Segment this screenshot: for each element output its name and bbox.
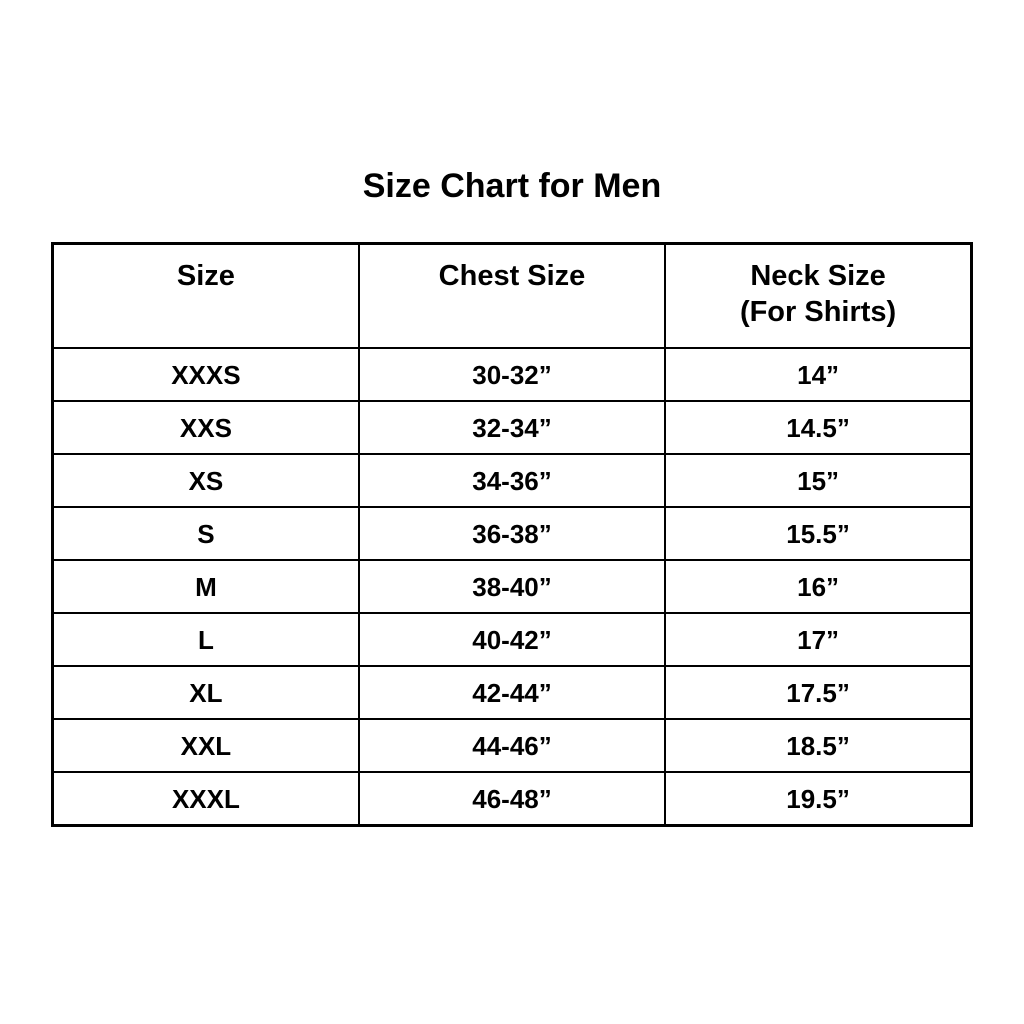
size-cell: XS — [51, 453, 360, 508]
chest-size-cell: 44-46” — [357, 718, 667, 773]
size-cell: M — [51, 559, 360, 614]
column-header-chest: Chest Size — [357, 242, 667, 349]
neck-size-cell: 15.5” — [664, 506, 973, 561]
size-cell: XXS — [51, 400, 360, 455]
table-row: S 36-38” 15.5” — [51, 506, 973, 561]
table-row: XXXS 30-32” 14” — [51, 347, 973, 402]
table-row: XXL 44-46” 18.5” — [51, 718, 973, 773]
column-header-neck-sublabel: (For Shirts) — [739, 296, 897, 328]
page-title: Size Chart for Men — [362, 167, 662, 205]
table-row: XL 42-44” 17.5” — [51, 665, 973, 720]
chest-size-cell: 40-42” — [357, 612, 667, 667]
neck-size-cell: 14.5” — [664, 400, 973, 455]
size-cell: XXXS — [51, 347, 360, 402]
neck-size-cell: 14” — [664, 347, 973, 402]
column-header-chest-label: Chest Size — [438, 260, 586, 292]
neck-size-cell: 15” — [664, 453, 973, 508]
neck-size-cell: 17.5” — [664, 665, 973, 720]
size-cell: S — [51, 506, 360, 561]
neck-size-cell: 16” — [664, 559, 973, 614]
chest-size-cell: 30-32” — [357, 347, 667, 402]
table-row: XXXL 46-48” 19.5” — [51, 771, 973, 827]
column-header-neck: Neck Size (For Shirts) — [664, 242, 973, 349]
neck-size-cell: 18.5” — [664, 718, 973, 773]
size-chart-table: Size Chest Size Neck Size (For Shirts) X… — [51, 242, 973, 827]
chest-size-cell: 34-36” — [357, 453, 667, 508]
chest-size-cell: 38-40” — [357, 559, 667, 614]
chest-size-cell: 32-34” — [357, 400, 667, 455]
column-header-size-label: Size — [176, 260, 235, 292]
column-header-neck-label: Neck Size — [750, 260, 886, 292]
neck-size-cell: 17” — [664, 612, 973, 667]
chest-size-cell: 36-38” — [357, 506, 667, 561]
size-cell: XXL — [51, 718, 360, 773]
table-row: L 40-42” 17” — [51, 612, 973, 667]
chest-size-cell: 46-48” — [357, 771, 667, 827]
table-row: XS 34-36” 15” — [51, 453, 973, 508]
table-row: M 38-40” 16” — [51, 559, 973, 614]
table-row: XXS 32-34” 14.5” — [51, 400, 973, 455]
header-row: Size Chest Size Neck Size (For Shirts) — [51, 242, 973, 349]
table-body: XXXS 30-32” 14” XXS 32-34” 14.5” XS 34-3… — [51, 347, 973, 827]
size-cell: L — [51, 612, 360, 667]
table-header: Size Chest Size Neck Size (For Shirts) — [51, 242, 973, 349]
column-header-size: Size — [51, 242, 360, 349]
size-cell: XXXL — [51, 771, 360, 827]
chest-size-cell: 42-44” — [357, 665, 667, 720]
size-cell: XL — [51, 665, 360, 720]
neck-size-cell: 19.5” — [664, 771, 973, 827]
